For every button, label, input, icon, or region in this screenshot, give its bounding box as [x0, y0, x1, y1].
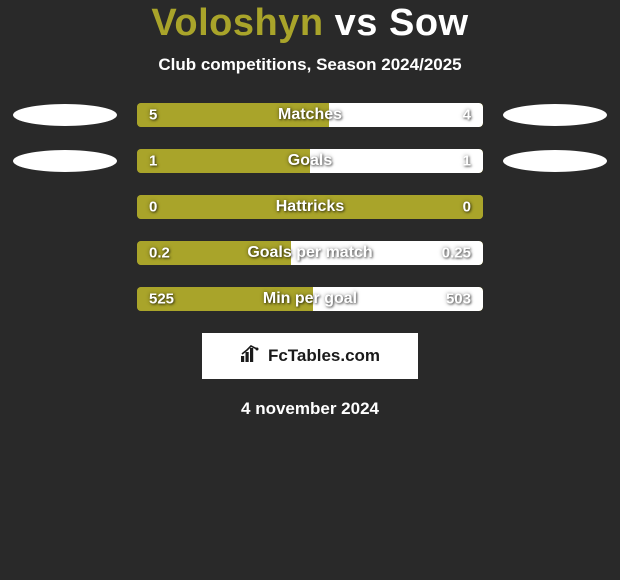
page-title: Voloshyn vs Sow [0, 2, 620, 45]
oval-spacer [503, 288, 607, 310]
stat-row: 5 4Matches [0, 103, 620, 127]
brand-box: FcTables.com [202, 333, 418, 379]
footer-date: 4 november 2024 [0, 399, 620, 419]
vs-text: vs [335, 2, 378, 44]
chart-bars-icon [240, 344, 262, 369]
oval-spacer [503, 196, 607, 218]
stat-right-value: 4 [463, 107, 471, 124]
stat-bar: 5 4Matches [137, 103, 483, 127]
stat-row: 0.2 0.25Goals per match [0, 241, 620, 265]
stat-bar: 525 503Min per goal [137, 287, 483, 311]
stat-bar: 0.2 0.25Goals per match [137, 241, 483, 265]
stat-row: 525 503Min per goal [0, 287, 620, 311]
right-oval [503, 104, 607, 126]
stats-container: 5 4Matches 1 1Goals 0 0Hattricks 0.2 0.25Goals … [0, 103, 620, 311]
stat-right-value: 0.25 [442, 245, 471, 262]
stat-left-value: 5 [149, 107, 157, 124]
stat-left-value: 1 [149, 153, 157, 170]
stat-left-value: 525 [149, 291, 174, 308]
oval-spacer [503, 242, 607, 264]
stat-left-value: 0 [149, 199, 157, 216]
stat-bar: 1 1Goals [137, 149, 483, 173]
brand-text: FcTables.com [268, 346, 380, 366]
stat-bar: 0 0Hattricks [137, 195, 483, 219]
stat-label: Hattricks [137, 198, 483, 216]
stat-left-value: 0.2 [149, 245, 170, 262]
stat-label: Min per goal [137, 290, 483, 308]
left-oval [13, 104, 117, 126]
left-oval [13, 150, 117, 172]
stat-right-value: 503 [446, 291, 471, 308]
stat-label: Goals per match [137, 244, 483, 262]
right-oval [503, 150, 607, 172]
oval-spacer [13, 242, 117, 264]
stat-row: 0 0Hattricks [0, 195, 620, 219]
stat-label: Matches [137, 106, 483, 124]
stat-row: 1 1Goals [0, 149, 620, 173]
player2-name: Sow [389, 2, 469, 44]
oval-spacer [13, 288, 117, 310]
comparison-card: Voloshyn vs Sow Club competitions, Seaso… [0, 0, 620, 580]
stat-right-value: 1 [463, 153, 471, 170]
stat-label: Goals [137, 152, 483, 170]
stat-right-value: 0 [463, 199, 471, 216]
subtitle: Club competitions, Season 2024/2025 [0, 55, 620, 75]
oval-spacer [13, 196, 117, 218]
player1-name: Voloshyn [151, 2, 323, 44]
